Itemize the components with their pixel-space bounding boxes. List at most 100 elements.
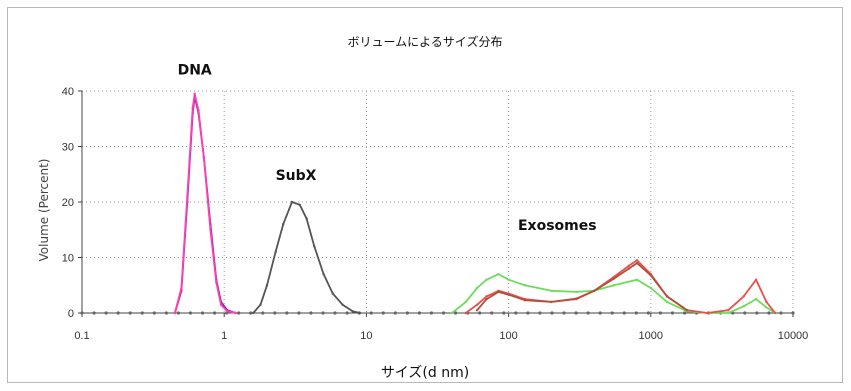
data-point-1-11: [234, 311, 237, 315]
data-point-3-10: [612, 284, 616, 287]
baseline-marker: [441, 311, 446, 315]
baseline-marker: [526, 311, 530, 315]
data-point-1-6: [202, 156, 206, 159]
data-point-3-17: [742, 305, 745, 308]
baseline-marker: [791, 311, 795, 315]
x-tick-label-4: 1000: [639, 330, 663, 342]
baseline-marker: [92, 311, 96, 315]
baseline-marker: [164, 311, 168, 315]
baseline-marker: [586, 311, 590, 315]
x-axis-label: サイズ(d nm): [381, 365, 469, 381]
data-point-1-0: [173, 311, 177, 315]
baseline-marker: [116, 311, 120, 315]
baseline-marker: [502, 311, 506, 315]
data-point-3-2: [475, 286, 479, 290]
data-point-3-5: [507, 278, 510, 281]
data-point-5-10: [635, 261, 639, 265]
data-point-2-10: [331, 292, 334, 295]
baseline-marker: [152, 311, 156, 315]
y-tick-label-1: 10: [62, 253, 74, 265]
data-point-1-9: [219, 303, 223, 306]
baseline-marker: [128, 311, 132, 315]
series-line-4: [465, 259, 776, 314]
baseline-marker: [478, 311, 482, 315]
data-point-3-11: [635, 278, 639, 281]
data-point-2-11: [341, 303, 344, 306]
data-point-2-8: [313, 245, 316, 248]
annotation-1: SubX: [276, 168, 317, 184]
data-point-1-1: [180, 286, 183, 290]
baseline-marker: [538, 311, 542, 315]
data-point-3-12: [649, 286, 652, 290]
baseline-marker: [610, 311, 614, 315]
data-point-3-18: [754, 297, 758, 301]
data-point-4-16: [726, 309, 730, 312]
axes: [78, 90, 795, 317]
baseline-marker: [104, 311, 108, 315]
baseline-marker: [345, 311, 349, 315]
data-point-2-7: [305, 217, 308, 220]
x-tick-label-5: 10000: [778, 330, 809, 342]
data-point-3-6: [523, 284, 527, 287]
grid: [82, 90, 794, 313]
baseline-marker: [321, 311, 325, 315]
data-point-5-13: [685, 309, 689, 312]
baseline-marker: [670, 311, 675, 315]
baseline-marker: [369, 311, 373, 315]
data-point-5-3: [507, 293, 510, 296]
baseline-marker: [574, 311, 578, 315]
data-point-2-4: [282, 223, 285, 226]
baseline-marker: [249, 311, 253, 315]
baseline-marker: [417, 311, 422, 315]
data-point-2-2: [265, 284, 269, 287]
data-point-1-4: [193, 92, 196, 95]
baseline-marker: [779, 311, 783, 315]
baseline-marker: [309, 311, 313, 315]
annotations: DNA SubX Exosomes: [178, 62, 597, 233]
baseline-marker: [622, 311, 626, 315]
data-point-4-10: [627, 264, 630, 268]
data-point-2-0: [252, 311, 255, 315]
data-point-5-2: [497, 290, 500, 294]
data-point-4-11: [635, 259, 639, 262]
baseline-marker: [140, 311, 144, 315]
tick-labels: 0 10 20 30 40 0.1 1 10 100 1000 10000: [62, 86, 809, 342]
series-line-2: [252, 201, 361, 314]
data-point-2-13: [358, 311, 362, 315]
data-point-2-9: [322, 272, 325, 276]
series-line-1: [174, 92, 236, 314]
data-point-1-5: [197, 109, 200, 112]
baseline-marker: [767, 311, 771, 315]
baseline-marker: [200, 311, 205, 315]
baseline-marker: [188, 311, 193, 315]
baseline-marker: [562, 311, 566, 315]
data-point-3-4: [497, 272, 500, 276]
data-point-3-7: [550, 289, 553, 292]
annotation-2: Exosomes: [518, 218, 597, 234]
annotation-0: DNA: [178, 62, 212, 78]
data-point-4-0: [464, 311, 467, 315]
data-point-5-8: [612, 277, 616, 280]
data-point-5-4: [523, 299, 527, 302]
data-point-5-12: [665, 295, 669, 298]
series-line-3: [451, 273, 776, 314]
data-point-4-2: [485, 295, 488, 298]
data-point-4-17: [742, 295, 745, 298]
baseline-marker: [514, 311, 518, 315]
data-point-2-3: [274, 250, 277, 254]
baseline-marker: [237, 311, 241, 315]
baseline-marker: [646, 311, 650, 315]
baseline-marker: [682, 311, 687, 315]
baseline-marker: [550, 311, 554, 315]
chart-title: ボリュームによるサイズ分布: [348, 34, 503, 49]
y-tick-label-0: 0: [68, 308, 74, 320]
baseline-marker: [634, 311, 638, 315]
y-tick-label-3: 30: [62, 142, 74, 154]
data-point-4-1: [475, 303, 479, 306]
x-tick-label-2: 10: [360, 330, 372, 342]
baseline-marker: [333, 311, 337, 315]
baseline-marker: [743, 311, 747, 315]
data-point-4-18: [754, 278, 758, 281]
baseline-marker: [405, 311, 409, 315]
baseline-marker: [393, 311, 397, 315]
